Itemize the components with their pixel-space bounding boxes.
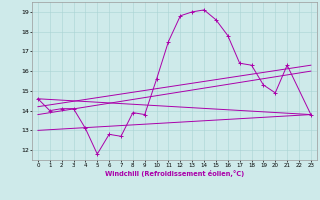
X-axis label: Windchill (Refroidissement éolien,°C): Windchill (Refroidissement éolien,°C) — [105, 170, 244, 177]
